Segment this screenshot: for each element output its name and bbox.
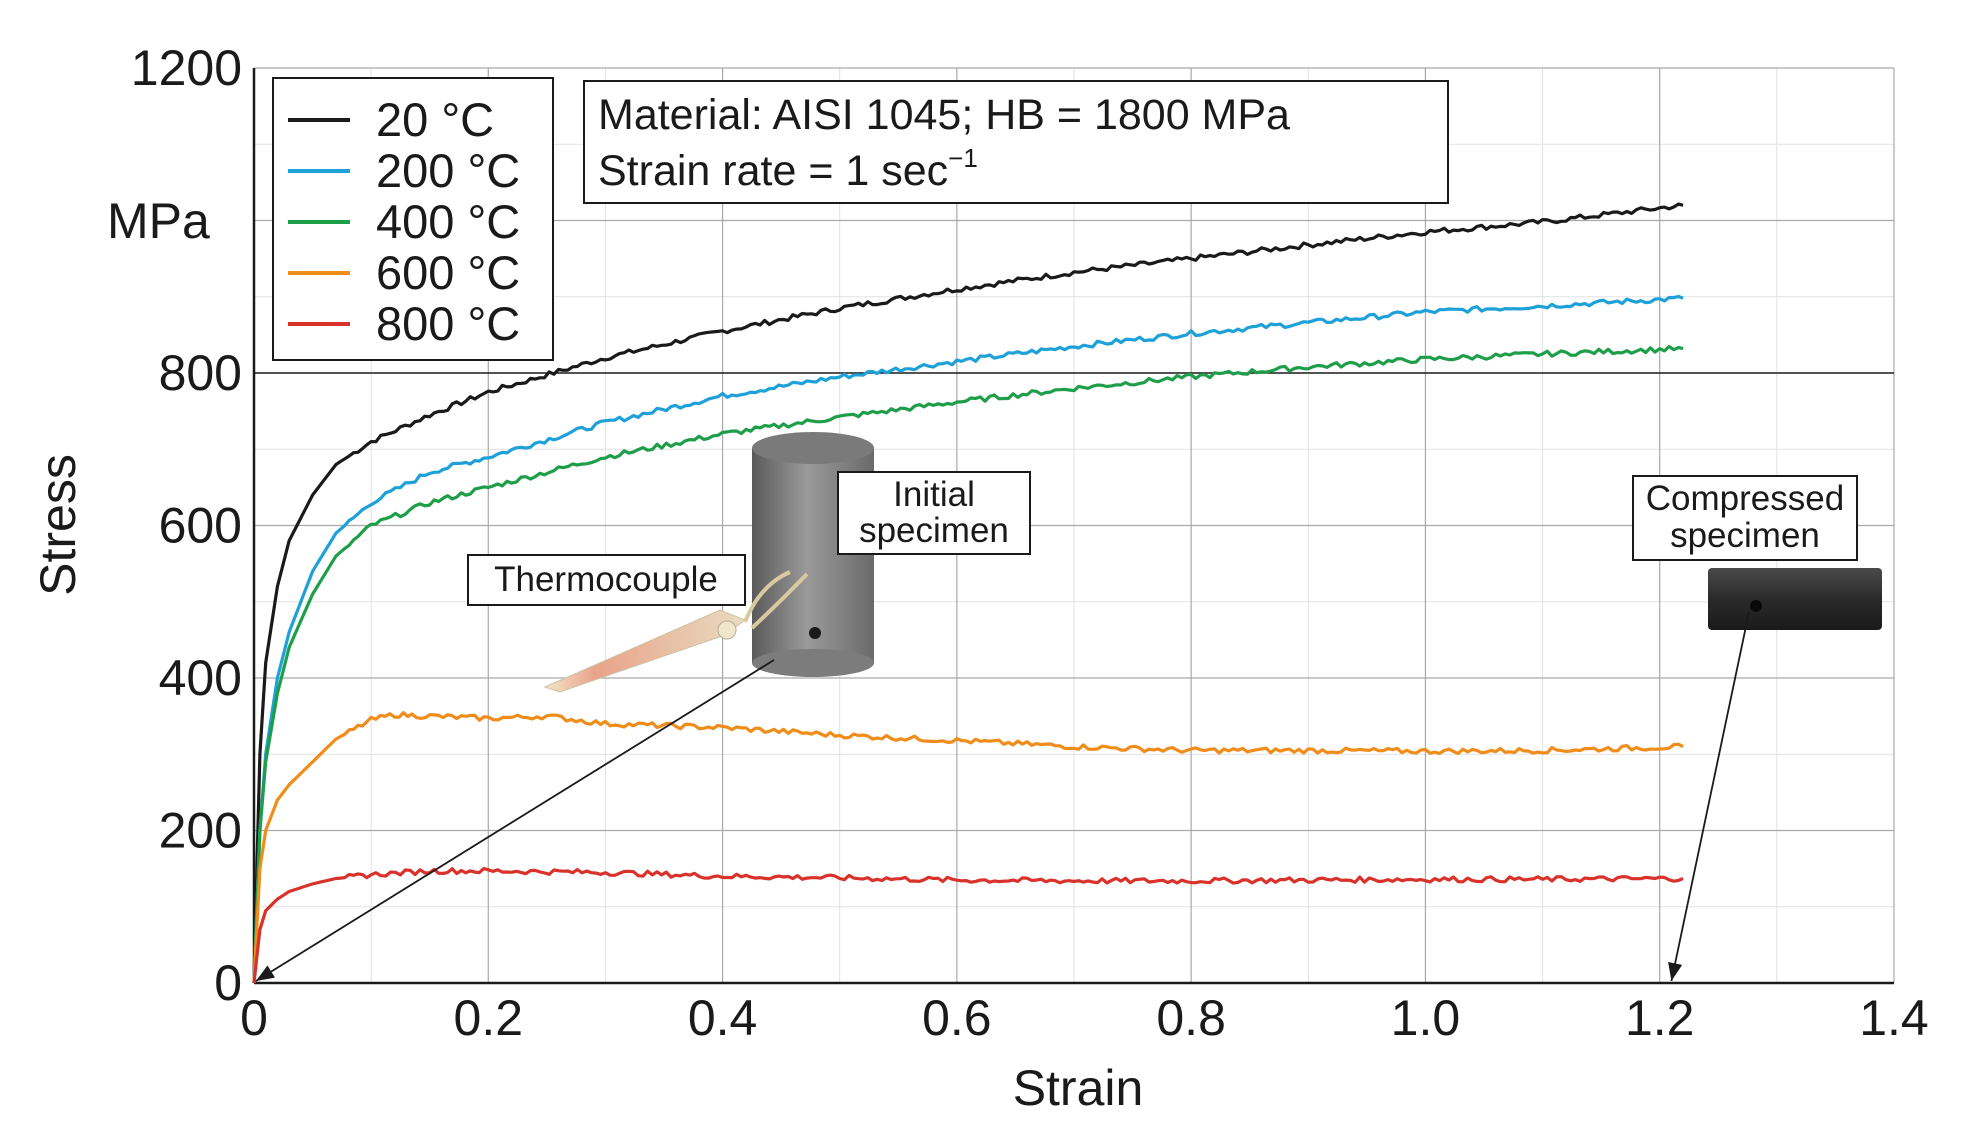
series-line-200C bbox=[252, 294, 1684, 984]
compressed-specimen-label: Compressed specimen bbox=[1632, 475, 1858, 561]
x-tick-label: 0.6 bbox=[922, 990, 992, 1046]
initial-label-line2: specimen bbox=[859, 511, 1009, 550]
material-box-frame bbox=[583, 80, 1449, 204]
initial-label-line1: Initial bbox=[893, 475, 975, 514]
x-tick-label: 1.2 bbox=[1625, 990, 1695, 1046]
compressed-specimen-marker bbox=[1750, 600, 1762, 612]
x-tick-label: 0.8 bbox=[1156, 990, 1226, 1046]
thermocouple-label: Thermocouple bbox=[467, 554, 746, 606]
legend-label: 800 °C bbox=[376, 297, 520, 350]
compressed-label-frame bbox=[1632, 475, 1858, 561]
cylinder-top bbox=[752, 432, 874, 464]
y-tick-label: 600 bbox=[159, 498, 242, 554]
material-text: Material: AISI 1045; HB = 1800 MPa bbox=[598, 91, 1290, 139]
y-tick-label: 800 bbox=[159, 345, 242, 401]
legend-label: 600 °C bbox=[376, 246, 520, 299]
y-axis-unit: MPa bbox=[107, 193, 210, 249]
strain-rate-exponent: −1 bbox=[948, 143, 978, 173]
thermocouple-leads bbox=[743, 570, 809, 630]
legend-label: 20 °C bbox=[376, 93, 494, 146]
initial-specimen-marker bbox=[809, 627, 821, 639]
series-line-800C bbox=[252, 866, 1684, 984]
x-tick-label: 1.4 bbox=[1859, 990, 1929, 1046]
strain-rate-text: Strain rate = 1 sec−1 bbox=[598, 143, 978, 195]
initial-specimen-label: Initial specimen bbox=[837, 471, 1031, 555]
y-axis-label: Stress bbox=[30, 454, 86, 596]
series-group bbox=[252, 202, 1684, 984]
y-tick-label: 200 bbox=[159, 803, 242, 859]
compressed-specimen-arrow bbox=[1668, 611, 1750, 982]
y-tick-label: 400 bbox=[159, 650, 242, 706]
initial-specimen-arrow bbox=[255, 659, 775, 982]
x-tick-label: 0.4 bbox=[688, 990, 758, 1046]
series-line-20C bbox=[252, 202, 1684, 984]
x-tick-label: 1.0 bbox=[1391, 990, 1461, 1046]
material-info-box: Material: AISI 1045; HB = 1800 MPa Strai… bbox=[583, 80, 1449, 204]
strain-rate-base: Strain rate = 1 sec bbox=[598, 147, 948, 195]
tick-labels: 0 0.2 0.4 0.6 0.8 1.0 1.2 1.4 0 200 400 600 800 1200 bbox=[131, 40, 1929, 1046]
cylinder-bottom bbox=[752, 649, 874, 677]
initial-specimen-photo bbox=[543, 432, 874, 693]
thermocouple-bead bbox=[717, 620, 737, 640]
y-tick-label: 1200 bbox=[131, 40, 242, 96]
x-axis-label: Strain bbox=[1013, 1060, 1144, 1116]
x-tick-label: 0.2 bbox=[454, 990, 524, 1046]
compressed-label-line2: specimen bbox=[1670, 516, 1820, 555]
thermocouple-label-text: Thermocouple bbox=[494, 560, 718, 599]
thermocouple-label-frame bbox=[467, 554, 746, 606]
y-tick-label: 0 bbox=[214, 955, 242, 1011]
legend-label: 200 °C bbox=[376, 144, 520, 197]
x-tick-label: 0 bbox=[240, 990, 268, 1046]
compressed-label-line1: Compressed bbox=[1646, 479, 1844, 518]
series-line-400C bbox=[252, 345, 1684, 984]
compressed-specimen-photo bbox=[1708, 568, 1882, 630]
series-line-600C bbox=[252, 711, 1684, 984]
initial-label-frame bbox=[837, 471, 1031, 555]
disk-body bbox=[1708, 568, 1882, 630]
legend-label: 400 °C bbox=[376, 195, 520, 248]
axes bbox=[252, 68, 1894, 985]
grid bbox=[254, 67, 1895, 983]
legend-frame bbox=[272, 77, 554, 361]
